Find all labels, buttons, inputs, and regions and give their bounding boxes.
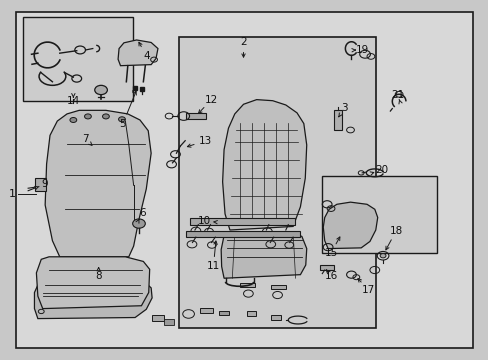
Text: 20: 20 (374, 165, 387, 175)
Polygon shape (34, 276, 152, 319)
Text: 7: 7 (81, 134, 88, 144)
Bar (319, 265, 334, 270)
Text: 1: 1 (9, 189, 16, 199)
Text: 15: 15 (324, 248, 337, 258)
Circle shape (70, 117, 77, 122)
Text: 8: 8 (95, 271, 102, 281)
Bar (164, 319, 174, 325)
Text: 14: 14 (66, 96, 80, 107)
Text: 10: 10 (198, 216, 211, 226)
Text: 9: 9 (42, 179, 48, 189)
Bar (246, 311, 255, 316)
Text: 21: 21 (390, 90, 404, 100)
Polygon shape (36, 257, 149, 309)
Polygon shape (45, 111, 151, 257)
Circle shape (118, 117, 125, 122)
Bar (23, 18, 132, 102)
Bar (271, 315, 281, 320)
Text: 18: 18 (389, 226, 402, 236)
Circle shape (102, 114, 109, 119)
Text: 13: 13 (199, 136, 212, 146)
Bar (179, 37, 375, 328)
Text: 4: 4 (142, 51, 149, 61)
Circle shape (84, 114, 91, 119)
Text: 16: 16 (324, 271, 337, 281)
Text: 6: 6 (139, 208, 145, 218)
Bar (322, 176, 436, 253)
Text: 17: 17 (361, 285, 374, 295)
Bar (219, 311, 228, 315)
Polygon shape (118, 40, 158, 66)
Polygon shape (221, 232, 306, 278)
Polygon shape (222, 100, 306, 230)
Text: 2: 2 (240, 37, 246, 48)
Bar (186, 113, 205, 119)
Bar (190, 218, 294, 225)
Circle shape (132, 219, 145, 228)
Text: 19: 19 (355, 45, 368, 55)
Text: 3: 3 (341, 103, 347, 113)
Polygon shape (323, 202, 377, 249)
Bar (152, 315, 164, 321)
Bar (239, 283, 255, 287)
Bar (271, 285, 285, 289)
Text: 12: 12 (204, 95, 218, 105)
Circle shape (379, 253, 385, 258)
Text: 11: 11 (206, 261, 220, 271)
Text: 5: 5 (120, 118, 126, 129)
Bar (200, 307, 213, 313)
Bar (186, 231, 300, 237)
Bar (333, 111, 341, 130)
Circle shape (95, 85, 107, 95)
Bar (35, 178, 46, 192)
